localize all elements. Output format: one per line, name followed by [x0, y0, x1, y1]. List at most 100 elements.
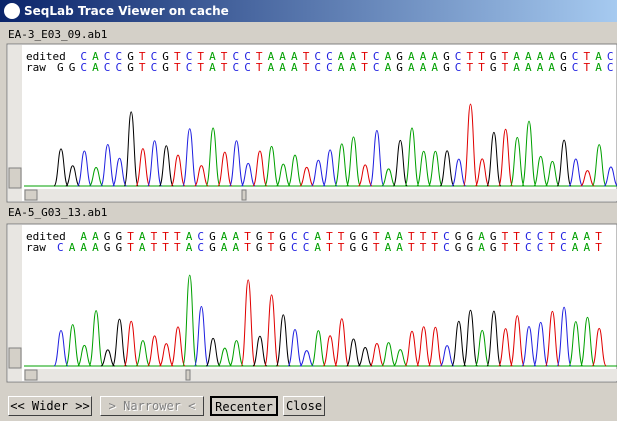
trace-peak [392, 139, 408, 187]
base-letter: T [151, 241, 158, 254]
base-letter: A [420, 50, 427, 63]
trace-peak [369, 129, 385, 187]
base-letter: T [221, 50, 228, 63]
base-letter: G [455, 230, 462, 243]
base-letter: A [385, 241, 392, 254]
base-letter: T [361, 50, 368, 63]
base-letter: G [443, 50, 450, 63]
base-letter: C [57, 241, 64, 254]
base-letter: G [467, 241, 474, 254]
base-letter: T [326, 230, 333, 243]
base-letter: T [139, 50, 146, 63]
base-letter: G [104, 230, 111, 243]
base-letter: T [174, 230, 181, 243]
base-letter: T [595, 230, 602, 243]
trace-peak [310, 159, 326, 187]
trace-area: edited C A C C G T C G T C T A T C C T A A A T C C A A T C A G A A A G C T… [6, 43, 617, 383]
close-button[interactable]: Close [283, 396, 325, 416]
trace-peak [416, 150, 432, 187]
base-letter: C [186, 50, 193, 63]
panel-frame [6, 223, 617, 383]
base-letter: T [326, 241, 333, 254]
base-letter: A [279, 50, 286, 63]
row-label: edited [26, 50, 66, 63]
trace-peak [556, 306, 572, 367]
trace-peak [123, 320, 139, 367]
base-letter: C [116, 61, 123, 74]
base-letter: G [443, 61, 450, 74]
trace-peak [556, 139, 572, 187]
trace-peak [88, 166, 104, 187]
base-letter: A [396, 241, 403, 254]
trace-peak [287, 154, 303, 187]
trace-peak [252, 150, 268, 187]
base-letter: A [139, 230, 146, 243]
trace-peak [580, 316, 595, 367]
base-letter: T [502, 241, 509, 254]
base-letter: T [513, 230, 520, 243]
base-letter: T [244, 241, 251, 254]
trace-peak [322, 149, 338, 187]
base-letter: T [151, 230, 158, 243]
file-label: EA-3_E03_09.ab1 [8, 28, 108, 41]
base-letter: G [116, 241, 123, 254]
trace-peak [65, 165, 80, 187]
base-letter: T [244, 230, 251, 243]
trace-peak [463, 103, 478, 187]
trace-peak [427, 150, 443, 187]
trace-peak [276, 163, 291, 187]
trace-peak [322, 335, 338, 367]
base-letter: G [256, 241, 263, 254]
file-label: EA-5_G03_13.ab1 [8, 206, 108, 219]
base-letter: A [408, 61, 415, 74]
base-letter: G [116, 230, 123, 243]
h-scrollbar [24, 369, 617, 381]
trace-peak [77, 344, 92, 367]
base-letter: T [584, 50, 591, 63]
trace-peak [509, 315, 525, 367]
wider-button[interactable]: << Wider >> [8, 396, 92, 416]
base-letter: G [396, 50, 403, 63]
trace-peak [100, 349, 116, 367]
base-letter: T [303, 50, 310, 63]
base-letter: C [197, 241, 204, 254]
base-letter: A [291, 50, 298, 63]
base-letter: A [92, 230, 99, 243]
recenter-button[interactable]: Recenter [210, 396, 278, 416]
row-label: raw [26, 241, 46, 254]
trace-peak [264, 294, 280, 367]
trace-peak [369, 343, 385, 367]
trace-peak [463, 309, 478, 367]
base-letter: G [127, 61, 134, 74]
trace-peak [498, 328, 514, 367]
trace-peak [159, 343, 174, 367]
v-scroll-thumb [8, 347, 22, 369]
base-letter: C [525, 241, 532, 254]
base-letter: C [233, 61, 240, 74]
base-letter: A [268, 50, 275, 63]
base-letter: T [431, 230, 438, 243]
trace-peak [147, 140, 163, 187]
v-scrollbar [8, 225, 22, 381]
base-letter: G [560, 61, 567, 74]
base-letter: T [338, 230, 345, 243]
trace-peak [182, 128, 198, 187]
base-letter: T [174, 61, 181, 74]
trace-peak [474, 158, 490, 187]
trace-peak [393, 349, 408, 367]
base-letter: A [268, 61, 275, 74]
base-letter: C [104, 50, 111, 63]
base-letter: C [314, 50, 321, 63]
trace-peak [533, 155, 549, 187]
trace-peak [158, 145, 174, 187]
trace-peak [264, 145, 280, 187]
trace-peak [346, 136, 361, 187]
base-letter: A [537, 61, 544, 74]
trace-peak [240, 279, 256, 367]
trace-peak [240, 162, 256, 187]
trace-peak [193, 306, 209, 367]
base-letter: T [373, 230, 380, 243]
base-letter: G [455, 241, 462, 254]
base-letter: T [127, 230, 134, 243]
trace-peak [76, 150, 92, 187]
